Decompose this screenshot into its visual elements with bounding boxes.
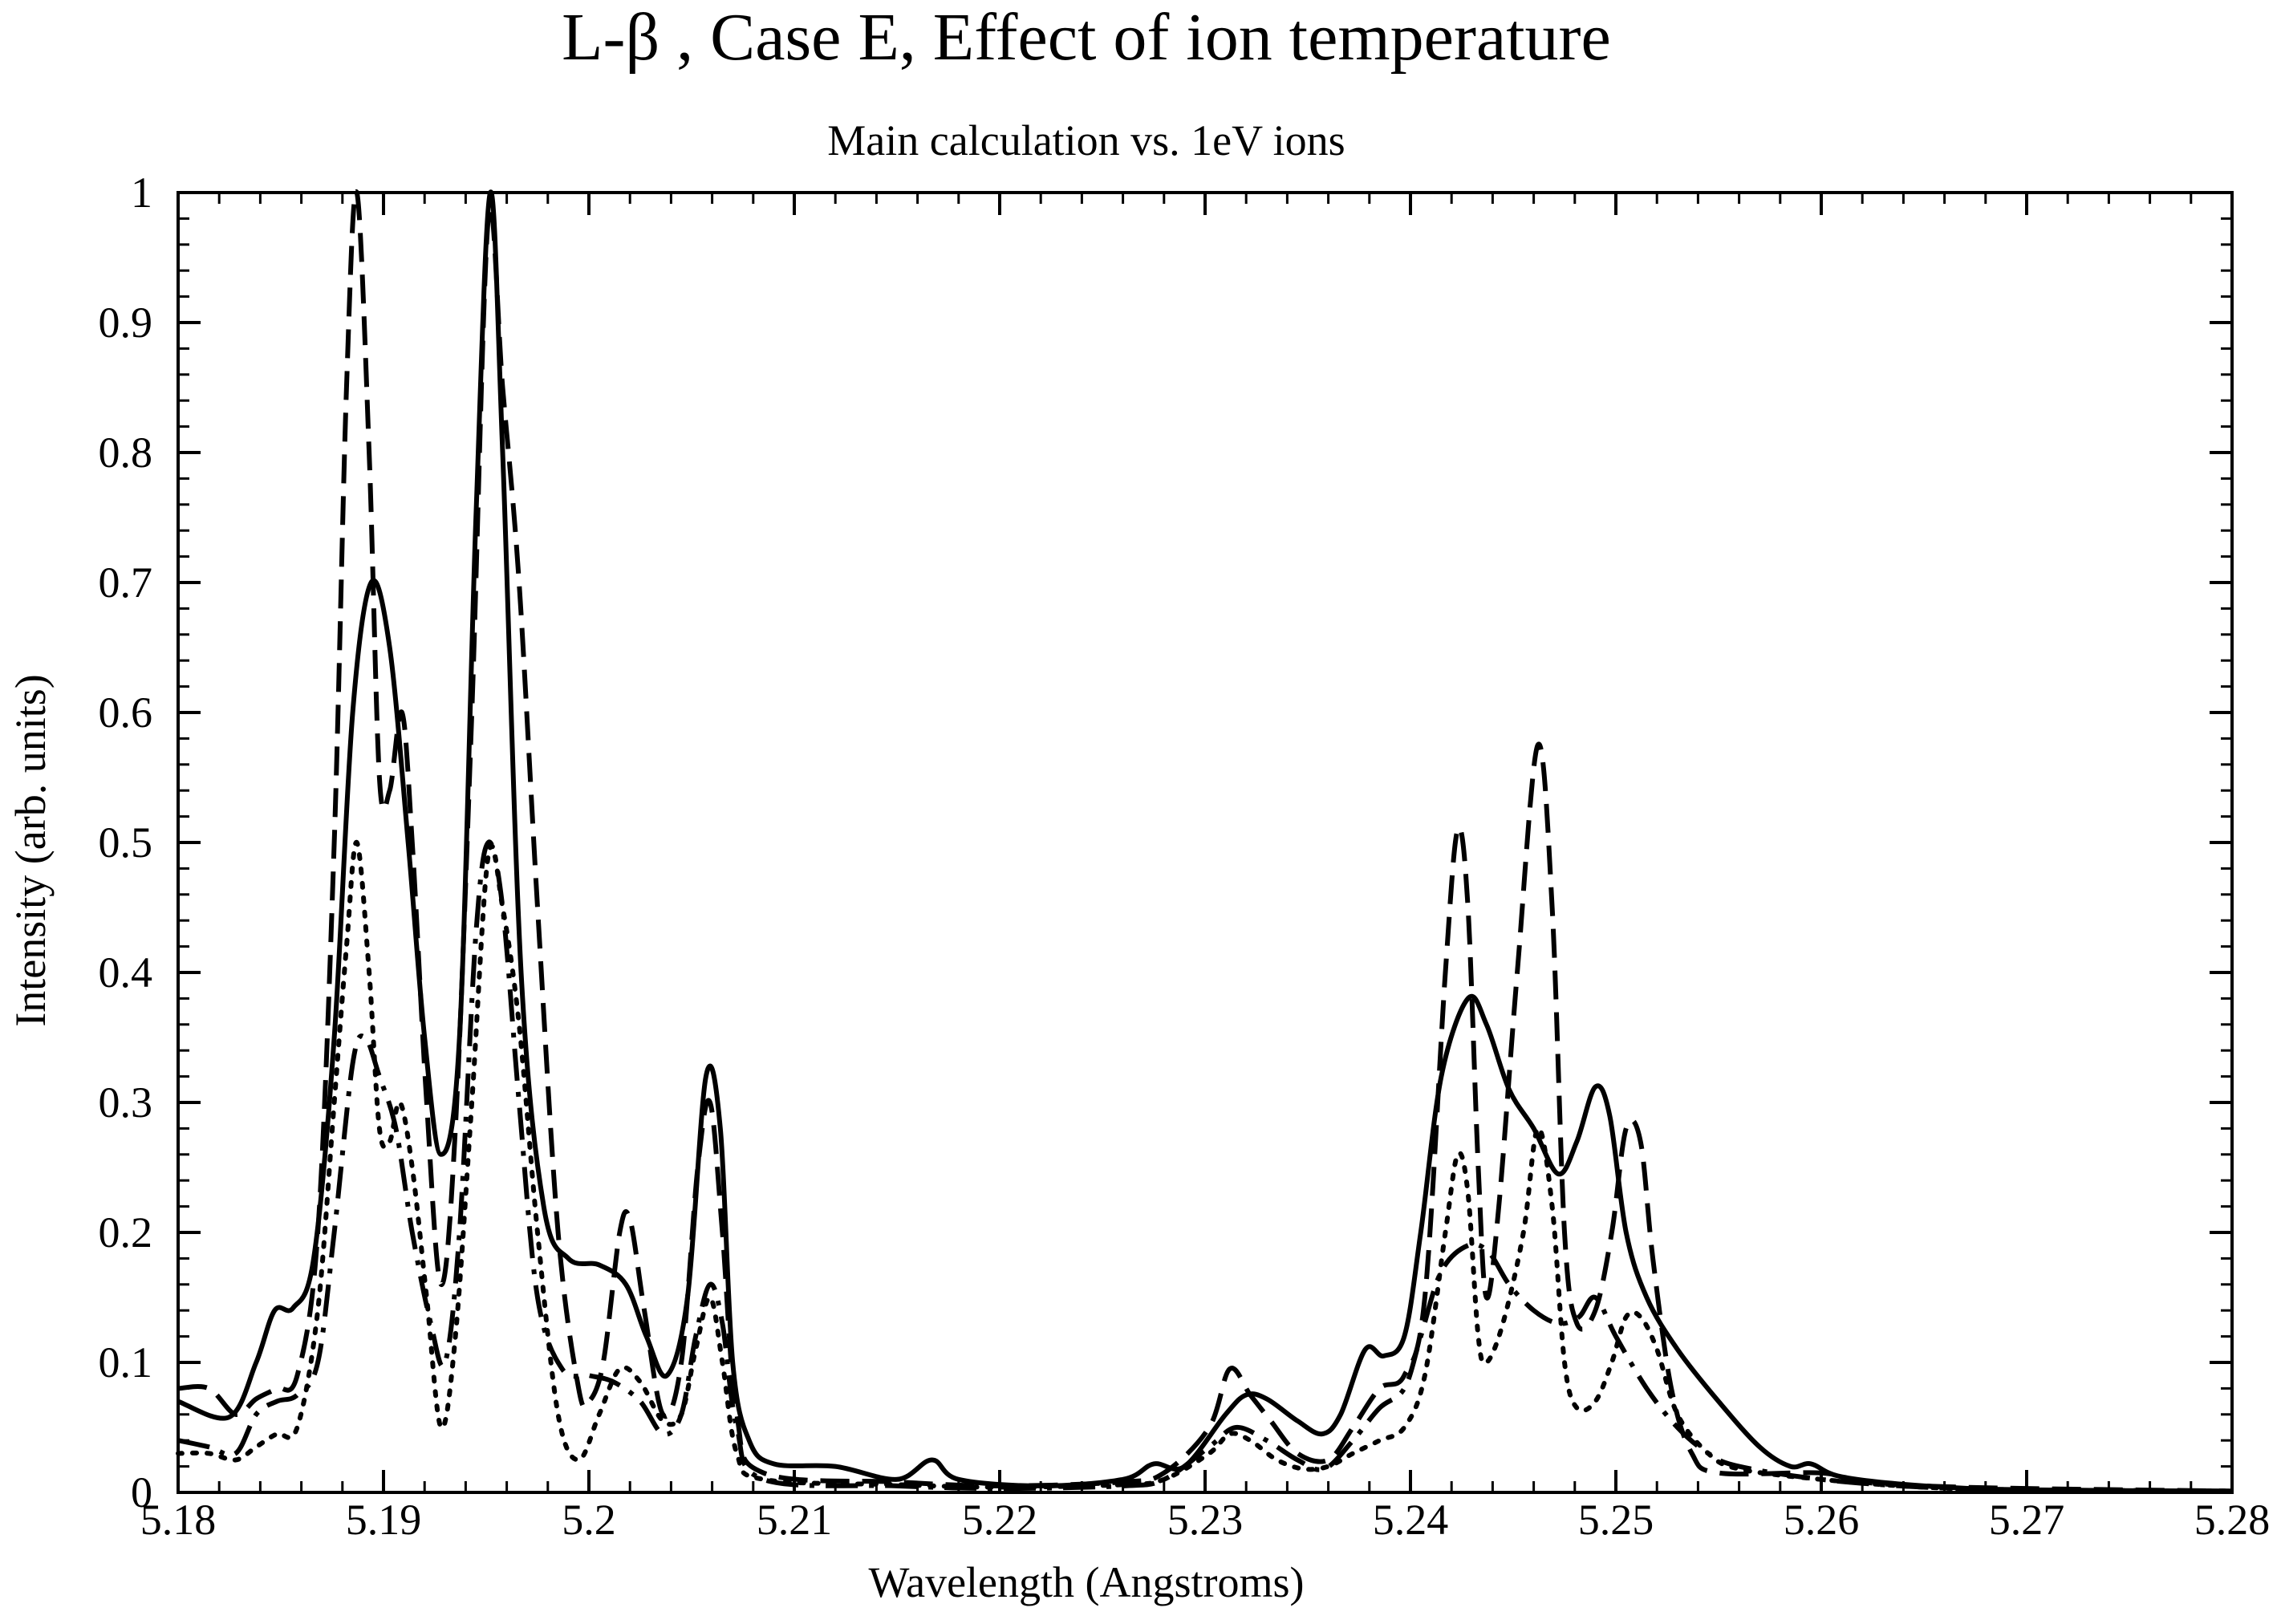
y-tick-label: 0.6 (99, 688, 153, 737)
chart-title: L-β , Case E, Effect of ion temperature (562, 0, 1611, 75)
y-tick-label: 0.4 (99, 948, 153, 997)
y-tick-label: 0 (131, 1468, 152, 1516)
ticks-layer: 5.18 5.19 5.2 5.21 5.22 5.23 5.24 5.25 5.26 5.27 5… (99, 168, 2271, 1544)
series-dash-dot-line (177, 839, 2233, 1494)
x-tick-label: 5.28 (2194, 1496, 2271, 1544)
x-tick-label: 5.24 (1373, 1496, 1449, 1544)
y-tick-label: 0.7 (99, 558, 153, 607)
x-tick-label: 5.25 (1578, 1496, 1654, 1544)
x-tick-label: 5.22 (962, 1496, 1038, 1544)
x-tick-label: 5.23 (1167, 1496, 1244, 1544)
y-tick-label: 0.2 (99, 1208, 153, 1257)
x-tick-label: 5.27 (1989, 1496, 2065, 1544)
plot-frame (177, 191, 2234, 1494)
y-axis-label: Intensity (arb. units) (6, 674, 55, 1026)
y-tick-label: 0.8 (99, 428, 153, 477)
y-tick-label: 1 (131, 168, 152, 217)
y-tick-label: 0.5 (99, 818, 153, 867)
series-layer (176, 189, 2234, 1494)
x-tick-label: 5.19 (346, 1496, 422, 1544)
x-tick-label: 5.21 (757, 1496, 833, 1544)
y-tick-label: 0.3 (99, 1078, 153, 1127)
x-tick-label: 5.18 (140, 1496, 217, 1544)
y-tick-label: 0.9 (99, 298, 153, 347)
series-dotted-line (176, 839, 2234, 1494)
y-tick-label: 0.1 (99, 1338, 153, 1386)
series-dashed-line (177, 189, 2233, 1494)
x-tick-label: 5.26 (1784, 1496, 1860, 1544)
x-tick-label: 5.2 (562, 1496, 616, 1544)
x-axis-label: Wavelength (Angstroms) (868, 1558, 1304, 1606)
chart-subtitle: Main calculation vs. 1eV ions (827, 116, 1345, 164)
